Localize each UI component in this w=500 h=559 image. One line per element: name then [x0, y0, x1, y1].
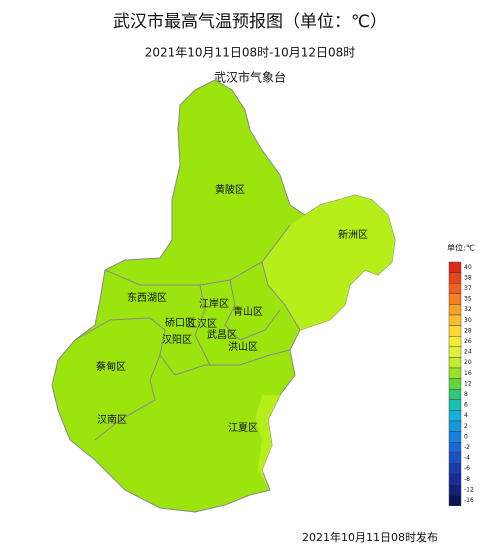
- legend-swatch: [448, 314, 462, 326]
- legend-label: 26: [464, 338, 472, 345]
- legend-label: 32: [464, 306, 472, 313]
- legend-label: -12: [464, 486, 474, 493]
- jiangxia-warm-strip: [255, 395, 280, 488]
- legend-swatch: [448, 389, 462, 401]
- legend-swatch: [448, 346, 462, 358]
- legend-label: 8: [464, 391, 468, 398]
- legend-swatch: [448, 399, 462, 411]
- district-label: 新洲区: [338, 228, 368, 241]
- legend-label: 40: [464, 264, 472, 271]
- district-label: 江汉区: [187, 318, 217, 330]
- legend-label: -8: [464, 476, 470, 483]
- district-label: 汉南区: [97, 413, 127, 426]
- legend-label: 20: [464, 359, 472, 366]
- legend-swatch: [448, 272, 462, 284]
- legend-label: 16: [464, 370, 472, 377]
- legend-label: 24: [464, 349, 472, 356]
- legend-swatch: [448, 431, 462, 443]
- legend-label: 28: [464, 327, 472, 334]
- district-label: 洪山区: [228, 341, 258, 353]
- legend-label: 2: [464, 423, 468, 430]
- legend-label: -6: [464, 465, 470, 472]
- border: [74, 317, 291, 376]
- legend-swatch: [448, 293, 462, 305]
- district-label: 汉阳区: [162, 334, 192, 346]
- legend-swatch: [448, 304, 462, 316]
- district-label: 武昌区: [207, 328, 237, 341]
- legend-label: -2: [464, 444, 470, 451]
- legend-swatch: [448, 410, 462, 422]
- district-label: 硚口区: [165, 317, 195, 329]
- district-borders: [74, 224, 301, 441]
- district-label: 江岸区: [199, 298, 229, 310]
- footer: 2021年10月11日08时发布: [302, 530, 438, 544]
- map-regions: [51, 79, 396, 513]
- legend: 40383735323028262420161286420-2-4-6-8-12…: [448, 261, 474, 507]
- legend-swatch: [448, 484, 462, 496]
- border: [224, 279, 281, 341]
- district-label: 黄陂区: [215, 183, 245, 196]
- agency: 武汉市气象台: [214, 70, 286, 85]
- district-labels: 黄陂区 新洲区 东西湖区 江岸区 青山区 硚口区 江汉区 汉阳区 武昌区 洪山区…: [96, 183, 368, 434]
- district-label: 江夏区: [228, 422, 258, 434]
- legend-label: 4: [464, 412, 468, 419]
- legend-label: 0: [464, 433, 468, 440]
- legend-swatch: [448, 473, 462, 485]
- district-label: 蔡甸区: [96, 360, 126, 373]
- legend-label: 12: [464, 380, 472, 387]
- legend-label: 6: [464, 402, 468, 409]
- legend-swatch: [448, 261, 462, 273]
- legend-swatch: [448, 336, 462, 348]
- legend-swatch: [448, 283, 462, 295]
- border: [194, 284, 211, 366]
- legend-swatch: [448, 357, 462, 369]
- legend-label: 35: [464, 296, 472, 303]
- legend-label: 30: [464, 317, 472, 324]
- legend-unit: 单位:℃: [447, 243, 475, 253]
- legend-label: 38: [464, 274, 472, 281]
- legend-swatch: [448, 442, 462, 454]
- border: [94, 354, 161, 441]
- legend-swatch: [448, 367, 462, 379]
- period: 2021年10月11日08时-10月12日08时: [145, 46, 356, 60]
- legend-label: -16: [464, 497, 474, 504]
- legend-swatch: [448, 325, 462, 337]
- legend-swatch: [448, 463, 462, 475]
- title: 武汉市最高气温预报图（单位：℃）: [113, 12, 387, 32]
- legend-swatch: [448, 378, 462, 390]
- border: [261, 261, 301, 331]
- legend-swatch: [448, 420, 462, 432]
- legend-label: 37: [464, 285, 472, 292]
- legend-label: -4: [464, 455, 470, 462]
- district-label: 东西湖区: [127, 291, 167, 304]
- district-label: 青山区: [233, 305, 263, 318]
- legend-swatch: [448, 495, 462, 507]
- xinzhou-warm-area: [262, 195, 395, 330]
- legend-swatch: [448, 452, 462, 464]
